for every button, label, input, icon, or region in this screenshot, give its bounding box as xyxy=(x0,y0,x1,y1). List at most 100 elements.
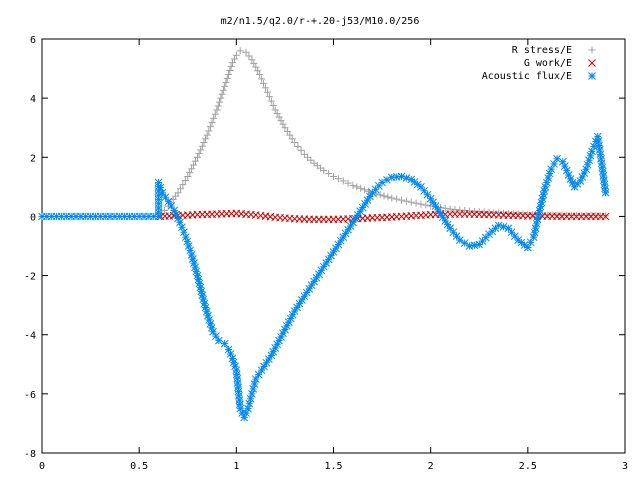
y-tick-label: -8 xyxy=(24,449,36,460)
data-point xyxy=(161,193,170,202)
legend: R stress/E G work/E Acoustic flux/E xyxy=(482,45,596,82)
data-point xyxy=(330,173,337,181)
data-point xyxy=(529,233,538,241)
data-point xyxy=(380,192,388,200)
data-point xyxy=(261,84,269,92)
data-point xyxy=(288,135,296,143)
data-point xyxy=(176,185,184,193)
data-point xyxy=(351,214,360,223)
x-tick-label: 0 xyxy=(39,461,45,472)
data-point xyxy=(226,67,234,75)
data-point xyxy=(307,156,315,164)
data-point xyxy=(267,97,275,105)
data-point xyxy=(214,102,222,110)
data-point xyxy=(325,170,333,178)
data-point xyxy=(242,48,250,56)
data-point xyxy=(601,188,610,197)
data-point xyxy=(451,206,459,214)
data-point xyxy=(336,236,345,245)
series-layer xyxy=(38,47,610,422)
legend-label: G work/E xyxy=(524,58,572,69)
y-tick-label: 0 xyxy=(30,212,36,223)
data-point xyxy=(213,106,221,114)
data-point xyxy=(181,233,190,241)
data-point xyxy=(230,55,238,63)
data-point xyxy=(225,70,233,78)
data-point xyxy=(402,197,410,205)
data-point xyxy=(186,169,194,177)
data-point xyxy=(190,161,198,169)
data-point xyxy=(547,165,556,173)
data-point xyxy=(317,266,326,275)
data-point xyxy=(553,154,561,163)
data-point xyxy=(250,380,259,388)
data-point xyxy=(353,183,361,191)
data-point xyxy=(384,193,392,201)
data-point xyxy=(356,207,365,216)
data-point xyxy=(417,200,425,208)
data-point xyxy=(346,222,355,230)
data-point xyxy=(402,174,411,182)
data-point xyxy=(412,199,420,207)
data-point xyxy=(376,191,384,199)
data-point xyxy=(320,167,328,175)
data-point xyxy=(446,205,454,213)
y-tick-label: -6 xyxy=(24,390,36,401)
data-point xyxy=(218,90,226,98)
data-point xyxy=(344,179,352,187)
data-point xyxy=(203,131,211,139)
data-point xyxy=(273,110,281,118)
legend-label: Acoustic flux/E xyxy=(482,71,572,82)
data-point xyxy=(245,399,254,408)
data-point xyxy=(217,94,225,102)
data-point xyxy=(523,243,532,252)
data-point xyxy=(545,169,554,178)
data-point xyxy=(245,52,253,60)
data-point xyxy=(221,82,229,90)
data-point xyxy=(154,178,163,187)
data-point xyxy=(252,63,260,71)
data-point xyxy=(269,102,277,110)
data-point xyxy=(258,75,266,83)
data-point xyxy=(244,404,252,413)
data-point xyxy=(260,79,268,87)
data-point xyxy=(397,172,406,181)
data-point xyxy=(327,251,335,260)
legend-marker xyxy=(588,72,596,80)
data-point xyxy=(461,207,469,215)
data-point xyxy=(195,150,203,158)
data-point xyxy=(533,215,542,224)
data-point xyxy=(532,219,541,228)
data-point xyxy=(220,339,229,348)
data-point xyxy=(208,119,216,127)
data-point xyxy=(188,165,196,173)
data-point xyxy=(164,197,173,206)
legend-marker xyxy=(588,46,596,54)
data-point xyxy=(499,222,508,231)
data-point xyxy=(542,178,551,187)
data-point xyxy=(286,131,294,139)
data-point xyxy=(456,206,464,214)
data-point xyxy=(263,88,271,96)
data-point xyxy=(281,124,289,132)
data-point xyxy=(361,186,369,194)
data-point xyxy=(197,146,205,154)
data-point xyxy=(293,303,301,312)
data-point xyxy=(300,150,308,158)
legend-label: R stress/E xyxy=(512,45,572,56)
data-point xyxy=(254,370,263,379)
data-point xyxy=(249,385,258,393)
data-point xyxy=(291,139,299,146)
x-tick-label: 0.5 xyxy=(130,461,148,472)
data-point xyxy=(158,188,167,197)
data-point xyxy=(198,142,206,150)
data-point xyxy=(304,153,312,161)
x-tick-label: 3 xyxy=(622,461,628,472)
data-point xyxy=(192,157,200,165)
data-point xyxy=(219,86,227,94)
data-point xyxy=(200,139,208,146)
data-point xyxy=(334,175,342,183)
data-point xyxy=(256,70,264,78)
data-point xyxy=(222,78,230,86)
data-point xyxy=(246,394,255,403)
